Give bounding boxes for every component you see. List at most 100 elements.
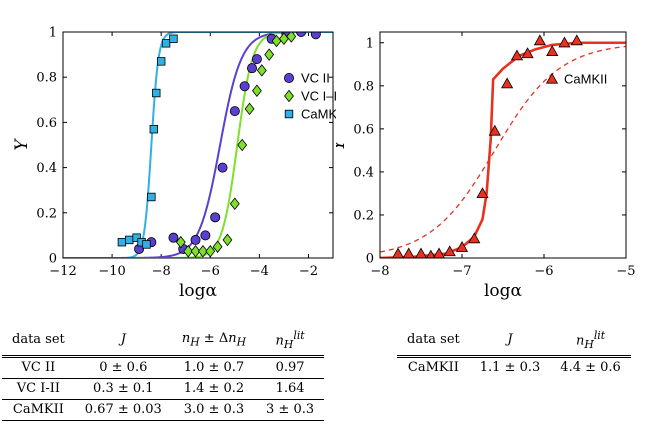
plot-area	[63, 32, 333, 258]
data-point	[205, 244, 216, 258]
legend-label: VC II	[301, 71, 330, 86]
legend-marker	[284, 109, 294, 119]
data-point	[229, 197, 240, 211]
y-tick-label: 0.8	[36, 71, 57, 86]
table2-header-nhlit: nHlit	[550, 326, 631, 358]
data-point	[212, 240, 223, 253]
data-point	[252, 84, 262, 98]
y-axis-label: Y	[336, 138, 349, 151]
data-point	[402, 247, 415, 258]
x-tick-label: −5	[616, 264, 635, 279]
plot-frame	[62, 31, 334, 259]
legend-label: CaMKII	[301, 107, 336, 122]
y-tick-label: 0.4	[353, 165, 374, 180]
table1-header-dataset: data set	[2, 326, 75, 358]
table2-header-j: J	[469, 326, 551, 358]
x-tick-label: −8	[152, 264, 171, 279]
legend-marker	[545, 72, 559, 84]
data-point	[200, 230, 211, 241]
data-point	[222, 233, 233, 247]
y-tick-label: 0.2	[353, 208, 374, 223]
table-row: VC II 0 ± 0.6 1.0 ± 0.7 0.97	[2, 356, 325, 379]
data-point	[501, 77, 514, 89]
table1-header-nh: nH ± ΔnH	[171, 326, 257, 358]
data-point	[142, 240, 151, 249]
fit-curve	[63, 32, 333, 258]
y-axis-label: Y	[12, 138, 32, 151]
left-chart: −12 −10 −8 −6 −4 −2 0 0.2 0.4 0.6 0.8 1 logα Y VC II VC…	[12, 26, 336, 302]
data-point	[443, 245, 456, 257]
data-point	[296, 32, 307, 37]
literature-table: data set J nHlit CaMKII 1.1 ± 0.3 4.4 ± …	[397, 326, 631, 378]
y-tick-label: 0.6	[353, 122, 374, 137]
data-point	[210, 212, 221, 223]
data-point	[244, 102, 255, 116]
x-axis-label: logα	[484, 281, 523, 301]
data-point	[198, 244, 208, 258]
data-point	[239, 81, 250, 92]
data-point	[169, 34, 178, 43]
legend-marker	[283, 73, 294, 84]
data-point	[310, 32, 321, 40]
y-tick-label: 0.6	[36, 116, 57, 131]
data-point	[152, 88, 161, 98]
data-point	[175, 235, 186, 249]
data-point	[286, 32, 297, 43]
y-tick-label: 1	[49, 26, 57, 41]
y-tick-label: 0.4	[36, 161, 57, 176]
data-point	[183, 244, 194, 258]
data-point	[546, 45, 559, 56]
data-point	[190, 244, 201, 258]
data-point	[521, 47, 534, 59]
data-point	[147, 192, 156, 202]
data-point	[488, 124, 501, 136]
data-point	[558, 36, 571, 48]
fit-parameters-table: data set J nH ± ΔnH nHlit VC II 0 ± 0.6 …	[2, 326, 325, 421]
data-point	[237, 138, 248, 152]
data-point	[264, 48, 275, 61]
plot-frame	[379, 31, 627, 259]
data-point	[125, 235, 134, 245]
table-row: VC I-II 0.3 ± 0.1 1.4 ± 0.2 1.64	[2, 378, 325, 400]
y-tick-label: 0	[49, 252, 57, 267]
data-point	[246, 63, 257, 74]
data-point	[251, 54, 262, 65]
data-point	[510, 49, 524, 61]
data-point	[161, 39, 171, 48]
fit-curve	[63, 32, 333, 258]
legend-marker	[284, 89, 294, 103]
x-tick-label: −12	[49, 264, 76, 279]
table1-header-nhlit: nHlit	[256, 326, 325, 358]
y-tick-label: 0.2	[36, 206, 57, 221]
table2-header-dataset: data set	[397, 326, 470, 358]
table-row: CaMKII 0.67 ± 0.03 3.0 ± 0.3 3 ± 0.3	[2, 399, 325, 421]
data-point	[149, 124, 159, 134]
data-point	[426, 249, 436, 258]
plot-area	[380, 34, 626, 258]
right-chart: −8 −7 −6 −5 0 0.2 0.4 0.6 0.8 1 logα Y CaMKII	[336, 31, 636, 301]
data-point	[455, 241, 469, 252]
table-row: CaMKII 1.1 ± 0.3 4.4 ± 0.6	[407, 359, 621, 375]
x-tick-label: −7	[452, 264, 471, 279]
data-point	[468, 232, 481, 244]
fit-curve-dashed	[380, 45, 626, 253]
x-tick-label: −4	[250, 264, 269, 279]
x-axis-label: logα	[179, 281, 218, 301]
data-point	[117, 237, 127, 247]
data-point	[229, 106, 240, 117]
data-point	[190, 234, 201, 245]
y-tick-label: 0	[366, 252, 374, 267]
data-point	[533, 34, 546, 46]
y-tick-label: 1	[366, 36, 374, 51]
table1-header-j: J	[74, 326, 172, 358]
x-tick-label: −10	[98, 264, 125, 279]
x-tick-label: −8	[370, 264, 389, 279]
legend-label: VC I–II	[301, 89, 336, 104]
data-point	[570, 34, 583, 46]
x-tick-label: −6	[201, 264, 220, 279]
y-tick-label: 0.8	[353, 79, 374, 94]
data-point	[168, 232, 179, 243]
legend-label: CaMKII	[564, 72, 607, 87]
data-point	[217, 162, 228, 173]
x-tick-label: −2	[299, 264, 318, 279]
